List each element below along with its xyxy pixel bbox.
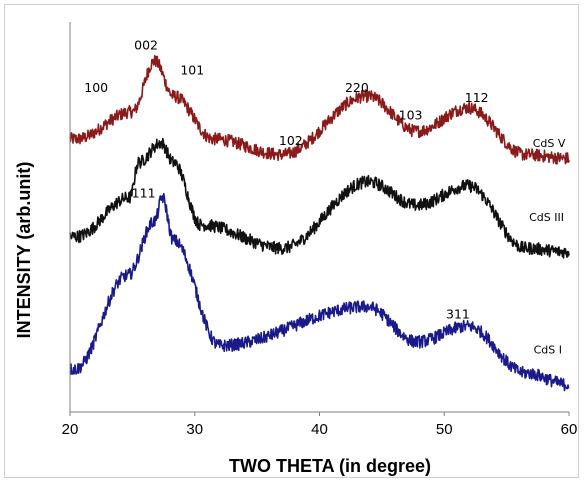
series-label: CdS I [534,344,562,357]
peak-label: 111 [132,186,156,201]
peak-label: 311 [446,306,470,321]
x-ticks: 20 30 40 50 60 [62,412,578,438]
x-axis-title: TWO THETA (in degree) [229,456,431,476]
series-line-cds-i [69,192,570,392]
x-tick-label: 30 [186,421,203,438]
peak-label: 002 [134,37,158,52]
annotation-layer: 100 002 101 102 220 103 112 111 311 CdS V CdS III C… [84,37,566,356]
peak-label: 220 [345,80,369,95]
peak-label: 103 [399,108,423,123]
chart-frame [4,4,579,478]
y-axis-title: INTENSITY (arb.unit) [14,162,34,339]
x-tick-label: 60 [561,421,578,438]
x-tick-label: 50 [436,421,453,438]
series-line-cds-iii [69,137,570,259]
peak-label: 112 [465,90,489,105]
x-tick-label: 40 [311,421,328,438]
peak-label: 100 [84,80,108,95]
peak-label: 101 [180,63,204,78]
series-label: CdS V [533,137,566,150]
x-tick-label: 20 [62,421,79,438]
series-label: CdS III [529,211,564,224]
curves-layer [69,54,570,392]
series-line-cds-v [69,54,570,165]
peak-label: 102 [279,133,303,148]
